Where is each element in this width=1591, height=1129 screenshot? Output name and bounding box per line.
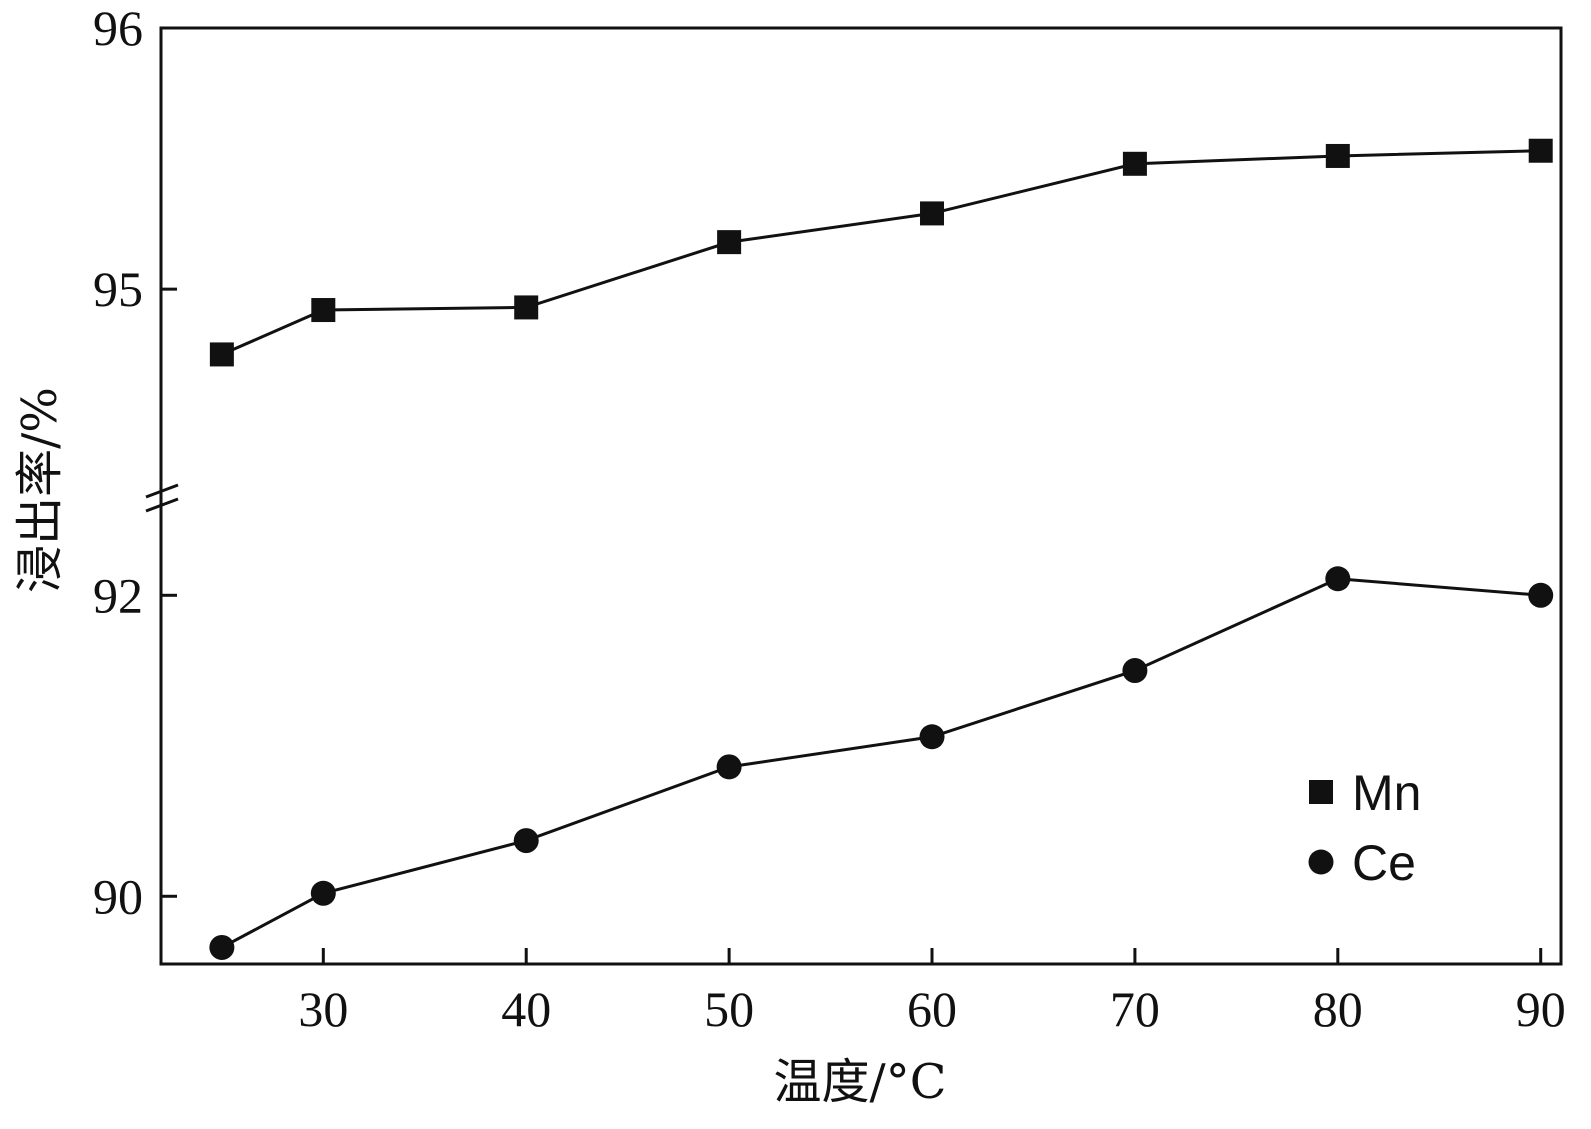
y-axis-break-mark <box>145 483 179 513</box>
data-point-mn <box>514 295 539 320</box>
data-point-mn <box>1122 151 1147 176</box>
data-point-mn <box>311 298 336 323</box>
data-point-ce <box>919 724 945 750</box>
y-axis-title: 浸出率/% <box>12 387 68 593</box>
legend-marker-ce <box>1308 849 1334 875</box>
legend: Mn Ce <box>1308 765 1421 891</box>
data-point-ce <box>513 828 539 854</box>
series-line-ce <box>221 577 1541 949</box>
legend-marker-mn <box>1309 780 1333 804</box>
x-tick-label: 60 <box>907 981 957 1037</box>
series-line-mn <box>221 149 1541 356</box>
y-tick-label: 95 <box>93 261 143 317</box>
x-tick-label: 40 <box>501 981 551 1037</box>
y-tick-label: 92 <box>93 567 143 623</box>
data-point-ce <box>1325 566 1351 592</box>
data-point-ce <box>209 934 235 960</box>
data-point-ce <box>1122 658 1148 684</box>
legend-label-ce: Ce <box>1352 835 1416 891</box>
x-axis-title: 温度/°C <box>774 1054 947 1110</box>
y-tick-label: 96 <box>93 0 143 56</box>
data-point-mn <box>209 342 234 367</box>
data-point-mn <box>920 201 945 226</box>
data-point-mn <box>717 230 742 255</box>
data-point-mn <box>1325 143 1350 168</box>
series-layer <box>209 138 1554 960</box>
y-tick-label: 90 <box>93 868 143 924</box>
x-tick-label: 50 <box>704 981 754 1037</box>
x-tick-label: 90 <box>1516 981 1566 1037</box>
x-tick-label: 80 <box>1313 981 1363 1037</box>
data-point-mn <box>1528 138 1553 163</box>
plot-frame <box>159 26 1563 966</box>
legend-label-mn: Mn <box>1352 765 1421 821</box>
x-axis: 30 40 50 60 70 80 90 <box>298 948 1566 1037</box>
data-point-ce <box>1528 582 1554 608</box>
data-point-ce <box>716 754 742 780</box>
data-point-ce <box>310 880 336 906</box>
x-tick-label: 70 <box>1110 981 1160 1037</box>
y-axis: 96 95 92 90 <box>93 0 177 924</box>
x-tick-label: 30 <box>298 981 348 1037</box>
